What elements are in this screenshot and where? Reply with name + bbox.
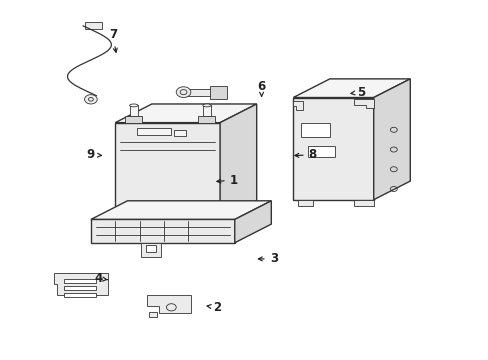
Polygon shape xyxy=(293,98,373,200)
Polygon shape xyxy=(130,105,138,116)
Polygon shape xyxy=(146,244,156,252)
Polygon shape xyxy=(300,123,329,137)
Polygon shape xyxy=(173,130,185,136)
Polygon shape xyxy=(210,86,227,99)
Circle shape xyxy=(84,95,97,104)
Text: 3: 3 xyxy=(258,252,277,265)
Polygon shape xyxy=(220,104,256,220)
Polygon shape xyxy=(198,116,215,123)
Polygon shape xyxy=(373,79,409,200)
Polygon shape xyxy=(64,279,96,283)
Polygon shape xyxy=(353,200,373,206)
Ellipse shape xyxy=(129,104,138,107)
Polygon shape xyxy=(54,273,108,295)
Polygon shape xyxy=(91,201,271,220)
Text: 5: 5 xyxy=(350,86,365,99)
Polygon shape xyxy=(307,146,334,157)
Polygon shape xyxy=(147,295,190,313)
Polygon shape xyxy=(293,79,409,98)
Polygon shape xyxy=(115,123,220,220)
Text: 6: 6 xyxy=(257,80,265,96)
Text: 4: 4 xyxy=(94,272,108,285)
Text: 8: 8 xyxy=(294,148,316,161)
Polygon shape xyxy=(353,99,373,108)
Polygon shape xyxy=(203,105,211,116)
Text: 2: 2 xyxy=(207,301,221,314)
Polygon shape xyxy=(64,286,96,290)
Polygon shape xyxy=(149,312,157,317)
Polygon shape xyxy=(64,293,96,297)
Polygon shape xyxy=(293,101,303,110)
Ellipse shape xyxy=(203,104,211,107)
Polygon shape xyxy=(125,116,142,123)
Polygon shape xyxy=(185,89,215,96)
Text: 1: 1 xyxy=(217,174,237,186)
Circle shape xyxy=(176,87,190,98)
Polygon shape xyxy=(234,201,271,243)
Polygon shape xyxy=(298,200,312,206)
Polygon shape xyxy=(141,243,161,257)
Polygon shape xyxy=(115,104,256,123)
Polygon shape xyxy=(137,128,171,135)
Text: 9: 9 xyxy=(86,148,102,161)
Polygon shape xyxy=(84,22,102,29)
Text: 7: 7 xyxy=(108,28,117,52)
Polygon shape xyxy=(91,220,234,243)
